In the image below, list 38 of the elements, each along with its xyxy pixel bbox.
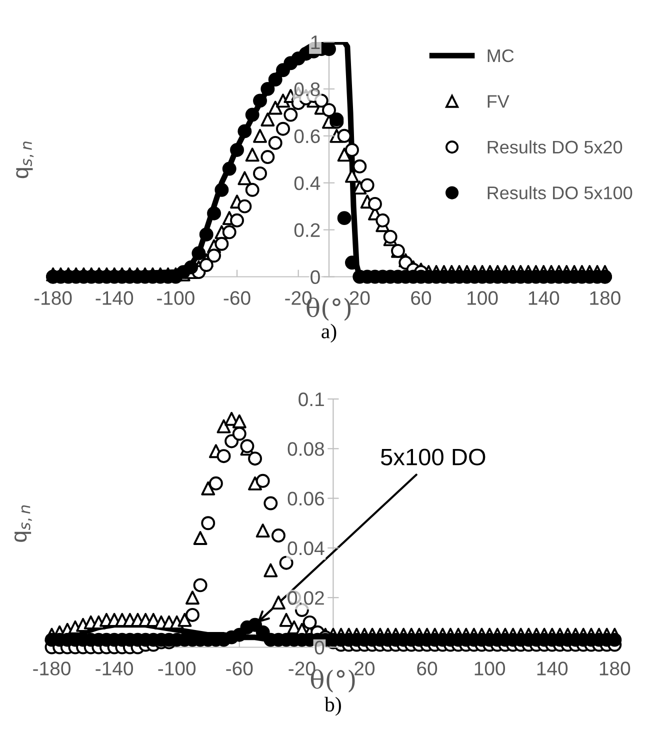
y-axis-title: q$_{s,n}$: [16, 142, 34, 178]
x-tick-label: 100: [468, 291, 498, 305]
x-tick-label: -180: [34, 291, 72, 305]
y-tick-label: 0: [310, 270, 320, 284]
x-tick-label: 180: [590, 291, 620, 305]
annotation: 5x100 DO: [380, 448, 486, 466]
x-tick-label: -140: [96, 291, 134, 305]
y-tick-label: 0.08: [288, 442, 324, 456]
y-tick-label: 0.8: [294, 82, 320, 96]
y-tick-label: 0.2: [294, 223, 320, 238]
x-tick-label: -100: [157, 291, 194, 305]
legend-label: FV: [488, 95, 510, 108]
x-tick-label: 140: [537, 662, 568, 676]
y-tick-label: 0.06: [288, 492, 324, 506]
legend-label: Results DO 5x100: [488, 186, 632, 200]
y-tick-label: 0.6: [294, 129, 320, 144]
x-tick-label: -100: [158, 662, 196, 676]
y-tick-label: 0.04: [288, 541, 324, 556]
x-tick-label: 140: [528, 291, 560, 305]
text: a): [322, 324, 336, 343]
x-tick-label: 100: [474, 662, 506, 676]
x-tick-label: -60: [226, 662, 253, 676]
x-tick-label: 20: [350, 291, 370, 305]
x-tick-label: 60: [411, 291, 432, 305]
x-tick-label: -180: [33, 662, 70, 676]
x-tick-label: -140: [96, 662, 134, 676]
text: b): [324, 696, 341, 716]
y-axis-title: q$_{s,n}$: [14, 505, 32, 542]
x-tick-label: 180: [600, 662, 630, 676]
x-tick-label: -60: [224, 291, 250, 305]
legend-label: Results DO 5x20: [488, 140, 622, 154]
legend-label: MC: [488, 49, 514, 62]
y-tick-label: 0.02: [288, 591, 324, 605]
y-tick-label: 0.1: [298, 392, 324, 406]
x-tick-label: 20: [354, 662, 375, 676]
x-tick-label: 60: [417, 662, 438, 676]
y-tick-label: 0.4: [294, 176, 320, 190]
y-tick-label: 0: [314, 640, 324, 654]
